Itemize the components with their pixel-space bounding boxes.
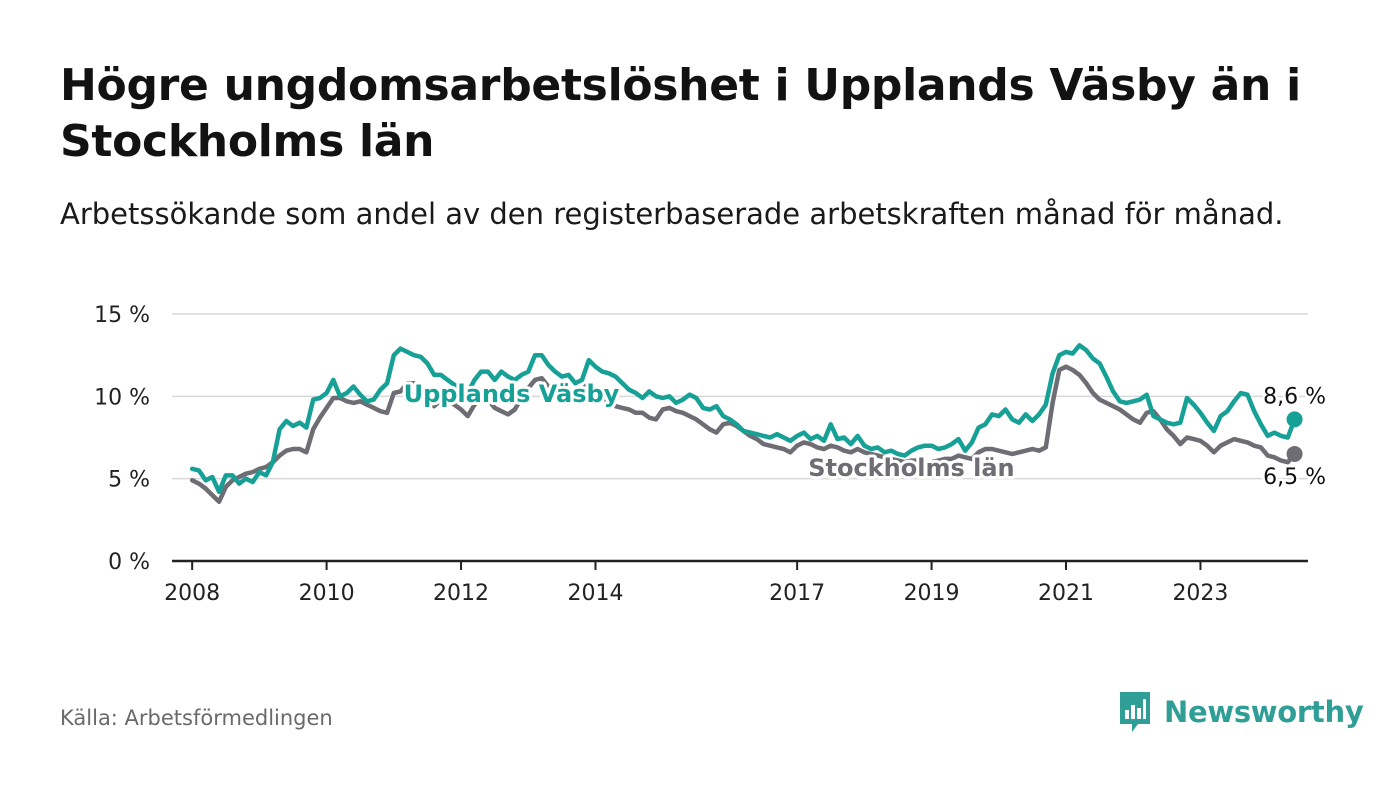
x-tick-label: 2012 bbox=[433, 581, 489, 606]
source-note: Källa: Arbetsförmedlingen bbox=[60, 706, 333, 730]
y-tick-label: 10 % bbox=[94, 385, 150, 410]
end-marker-stockholms-lan bbox=[1286, 445, 1303, 462]
newsworthy-logo-icon bbox=[1120, 692, 1150, 732]
x-tick-label: 2019 bbox=[904, 581, 960, 606]
x-tick-label: 2010 bbox=[299, 581, 355, 606]
x-tick-label: 2017 bbox=[769, 581, 825, 606]
y-tick-label: 0 % bbox=[108, 550, 150, 575]
y-tick-label: 15 % bbox=[94, 303, 150, 328]
grid-lines bbox=[172, 313, 1308, 563]
x-tick-label: 2008 bbox=[164, 581, 220, 606]
series-line-stockholms-lan bbox=[189, 364, 1297, 504]
x-tick-label: 2014 bbox=[567, 581, 623, 606]
newsworthy-logo[interactable]: Newsworthy bbox=[1118, 690, 1364, 734]
x-axis-ticks: 2008 2010 2012 2014 2017 2019 2021 2023 bbox=[164, 561, 1228, 606]
series-lines bbox=[189, 343, 1297, 504]
line-chart: 0 %5 %10 %15 % 2008 2010 2012 2014 2017 2019 2… bbox=[94, 303, 1329, 606]
end-marker-upplands-vasby bbox=[1286, 411, 1303, 428]
y-tick-label: 5 % bbox=[108, 468, 150, 493]
chart-subtitle: Arbetssökande som andel av den registerb… bbox=[60, 197, 1284, 231]
chart-title: Högre ungdomsarbetslöshet i Upplands Väs… bbox=[60, 60, 1301, 167]
series-label-upplands-vasby: Upplands Väsby bbox=[404, 380, 620, 408]
x-tick-label: 2023 bbox=[1172, 581, 1228, 606]
series-label-stockholms-lan: Stockholms län bbox=[808, 454, 1014, 482]
series-labels: Upplands Väsby Stockholms län bbox=[401, 377, 1018, 485]
y-axis-ticks: 0 % 5 % 10 % 15 % bbox=[94, 303, 150, 575]
newsworthy-logo-text: Newsworthy bbox=[1164, 695, 1364, 729]
x-tick-label: 2021 bbox=[1038, 581, 1094, 606]
end-label-stockholms-lan: 6,5 % bbox=[1263, 465, 1326, 490]
series-line-upplands-vasby bbox=[189, 343, 1297, 495]
end-markers: 8,6 % 6,5 % bbox=[1261, 382, 1329, 493]
end-label-upplands-vasby: 8,6 % bbox=[1263, 384, 1326, 409]
